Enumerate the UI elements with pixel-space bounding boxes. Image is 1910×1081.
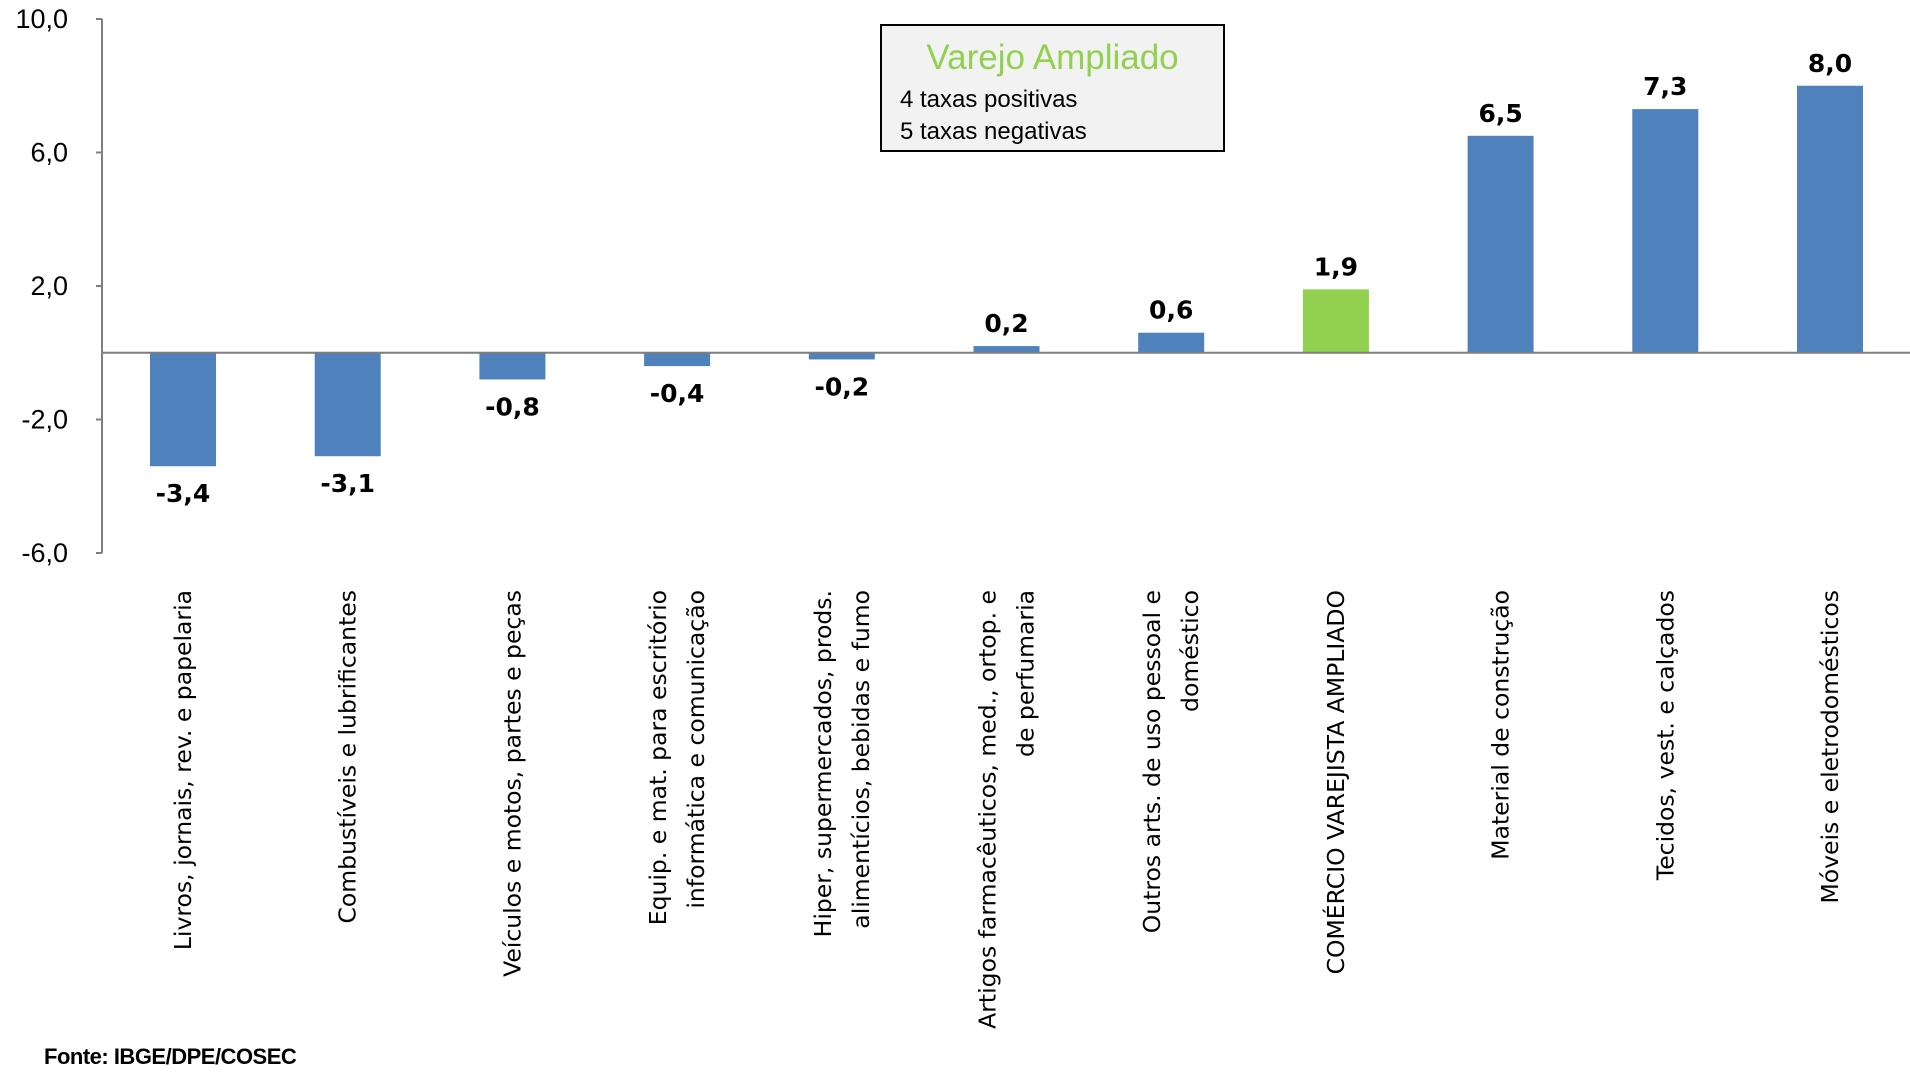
y-tick-label: 10,0: [15, 4, 68, 34]
bar: [314, 352, 381, 457]
category-label-line: Móveis e eletrodomésticos: [1816, 590, 1844, 904]
data-label: 0,6: [1149, 296, 1193, 325]
category-label-line: Artigos farmacêuticos, med., ortop. e: [974, 590, 1002, 1029]
bar: [150, 352, 216, 467]
category-label-line: Veículos e motos, partes e peças: [498, 590, 526, 977]
source-note: Fonte: IBGE/DPE/COSEC: [44, 1044, 297, 1069]
data-label: 1,9: [1314, 252, 1358, 281]
category-label-line: Livros, jornais, rev. e papelaria: [169, 590, 197, 950]
data-label: -0,2: [814, 372, 869, 401]
category-label-line: Combustíveis e lubrificantes: [334, 590, 362, 923]
category-label-line: doméstico: [1176, 590, 1204, 712]
data-label: 8,0: [1808, 49, 1852, 78]
bar: [1797, 85, 1863, 353]
data-label: 6,5: [1478, 99, 1522, 128]
category-label-line: informática e comunicação: [682, 590, 710, 909]
category-label-line: Hiper, supermercados, prods.: [809, 590, 837, 937]
data-label: 7,3: [1643, 72, 1687, 101]
data-label: -0,8: [485, 392, 540, 421]
category-label-line: Tecidos, vest. e calçados: [1651, 590, 1679, 881]
category-label: Veículos e motos, partes e peças: [498, 590, 526, 977]
legend-line-negative: 5 taxas negativas: [900, 118, 1087, 145]
bar: [479, 352, 546, 380]
category-label: Hiper, supermercados, prods. alimentícios…: [809, 590, 875, 937]
data-label: -0,4: [650, 379, 705, 408]
category-label: Artigos farmacêuticos, med., ortop. e de …: [974, 590, 1040, 1029]
y-tick-label: -6,0: [21, 538, 68, 568]
category-label-line: Material de construção: [1487, 590, 1515, 860]
y-tick-label: -2,0: [21, 405, 68, 435]
category-label: COMÉRCIO VAREJISTA AMPLIADO: [1322, 590, 1350, 974]
category-label: Material de construção: [1487, 590, 1515, 860]
category-label-line: de perfumaria: [1012, 590, 1040, 757]
category-labels: Livros, jornais, rev. e papelaria Combust…: [169, 590, 1844, 1029]
category-label: Móveis e eletrodomésticos: [1816, 590, 1844, 904]
legend-title: Varejo Ampliado: [926, 38, 1179, 77]
y-tick-label: 6,0: [30, 138, 68, 168]
category-label-line: Outros arts. de uso pessoal e: [1138, 590, 1166, 933]
bar: [1138, 332, 1205, 353]
category-label: Equip. e mat. para escritório informática…: [644, 590, 710, 925]
category-label: Livros, jornais, rev. e papelaria: [169, 590, 197, 950]
data-labels: -3,4 -3,1 -0,8 -0,4 -0,2 0,2 0,6 1,9 6,5 7,3 8,0: [156, 49, 1852, 508]
category-label: Outros arts. de uso pessoal e doméstico: [1138, 590, 1204, 933]
category-label: Combustíveis e lubrificantes: [334, 590, 362, 923]
bar: [644, 352, 711, 367]
bar: [1467, 135, 1534, 353]
bar: [808, 352, 875, 360]
y-tick-label: 2,0: [30, 271, 68, 301]
data-label: -3,4: [156, 479, 211, 508]
bar: [973, 346, 1040, 353]
y-axis: -6,0 -2,0 2,0 6,0 10,0: [15, 4, 103, 568]
bar: [1632, 109, 1699, 353]
data-label: 0,2: [984, 309, 1028, 338]
legend-line-positive: 4 taxas positivas: [900, 86, 1078, 113]
category-label-line: alimentícios, bebidas e fumo: [847, 590, 875, 929]
category-label-line: COMÉRCIO VAREJISTA AMPLIADO: [1322, 590, 1350, 974]
category-label-line: Equip. e mat. para escritório: [644, 590, 672, 925]
bars: [150, 85, 1863, 467]
legend-box: Varejo Ampliado 4 taxas positivas 5 taxa…: [880, 24, 1225, 152]
data-label: -3,1: [320, 469, 375, 498]
bar: [1302, 289, 1369, 353]
category-label: Tecidos, vest. e calçados: [1651, 590, 1679, 881]
